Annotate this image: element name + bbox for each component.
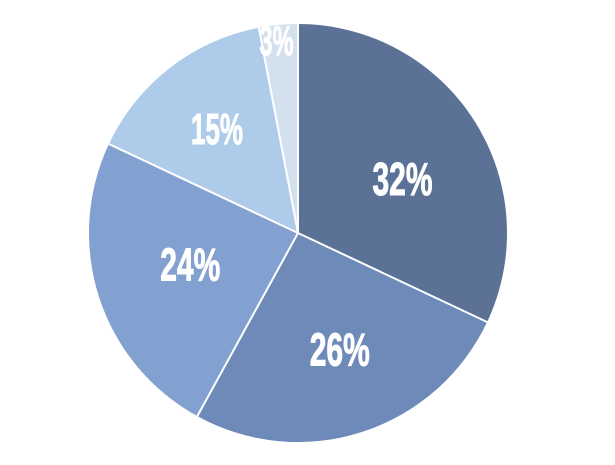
svg-text:26%: 26% — [310, 323, 370, 375]
svg-text:15%: 15% — [191, 105, 243, 154]
svg-text:32%: 32% — [373, 153, 433, 205]
svg-text:3%: 3% — [260, 17, 294, 64]
svg-text:24%: 24% — [160, 238, 220, 290]
